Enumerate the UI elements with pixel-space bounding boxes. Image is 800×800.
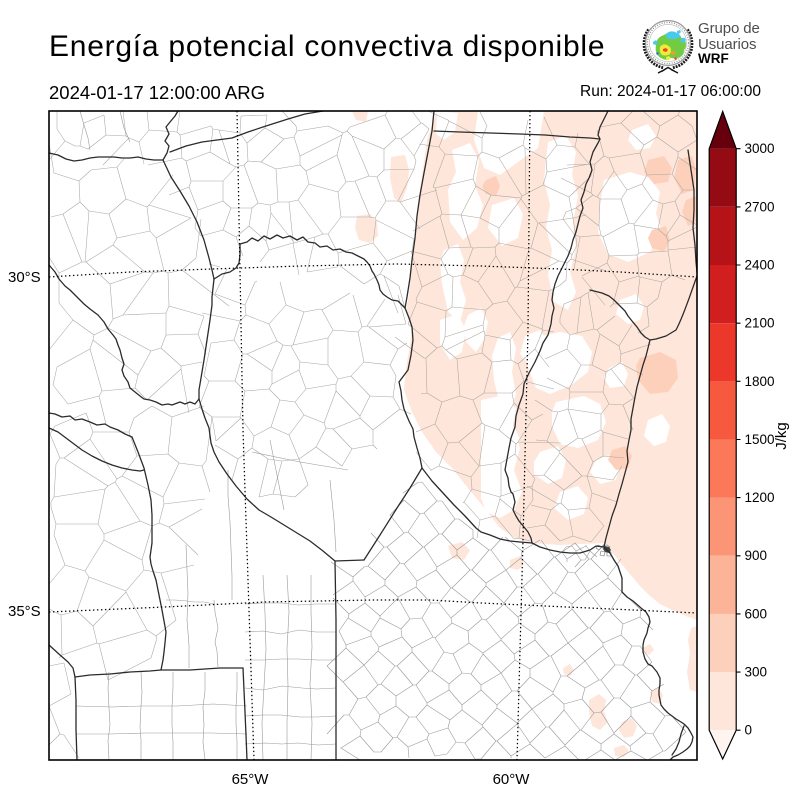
svg-text:J/kg: J/kg — [773, 422, 790, 450]
svg-text:2400: 2400 — [745, 258, 775, 273]
svg-text:600: 600 — [745, 606, 768, 621]
svg-text:900: 900 — [745, 548, 768, 563]
svg-text:0: 0 — [745, 723, 753, 738]
svg-text:2100: 2100 — [745, 316, 775, 331]
svg-text:300: 300 — [745, 665, 768, 680]
svg-text:1800: 1800 — [745, 374, 775, 389]
svg-text:2700: 2700 — [745, 199, 775, 214]
svg-text:3000: 3000 — [745, 141, 775, 156]
svg-text:1200: 1200 — [745, 490, 775, 505]
svg-text:1500: 1500 — [745, 432, 775, 447]
